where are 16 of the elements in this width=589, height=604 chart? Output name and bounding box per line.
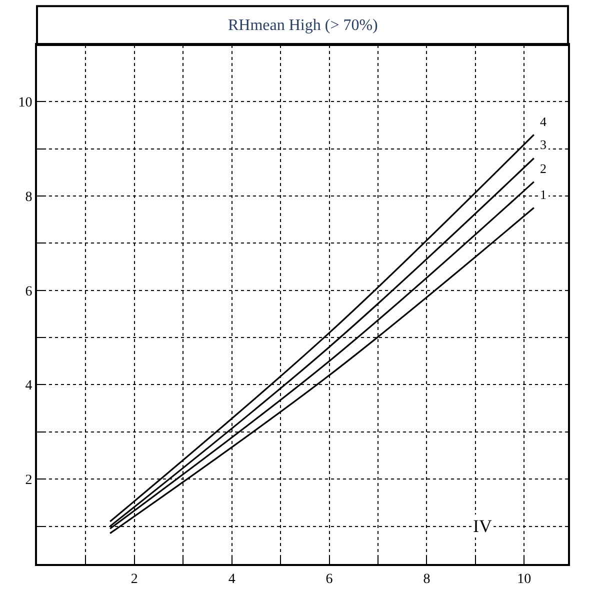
- series-label: 2: [540, 161, 546, 176]
- x-tick-label: 2: [130, 572, 138, 587]
- series-label: 4: [540, 114, 547, 129]
- series-label: 3: [540, 137, 546, 152]
- annotation: IV: [473, 516, 492, 536]
- x-tick-label: 6: [326, 572, 333, 587]
- x-tick-label: 8: [423, 572, 430, 587]
- y-tick-label: 6: [25, 284, 32, 300]
- x-tick-label: 4: [228, 572, 236, 587]
- y-tick-label: 8: [25, 190, 32, 205]
- x-tick-label: 10: [517, 572, 532, 587]
- series-label: 1: [540, 187, 546, 202]
- y-tick-label: 2: [25, 472, 32, 488]
- y-tick-label: 10: [18, 96, 32, 111]
- y-tick-label: 4: [25, 378, 32, 394]
- chart-title: RHmean High (> 70%): [228, 17, 378, 34]
